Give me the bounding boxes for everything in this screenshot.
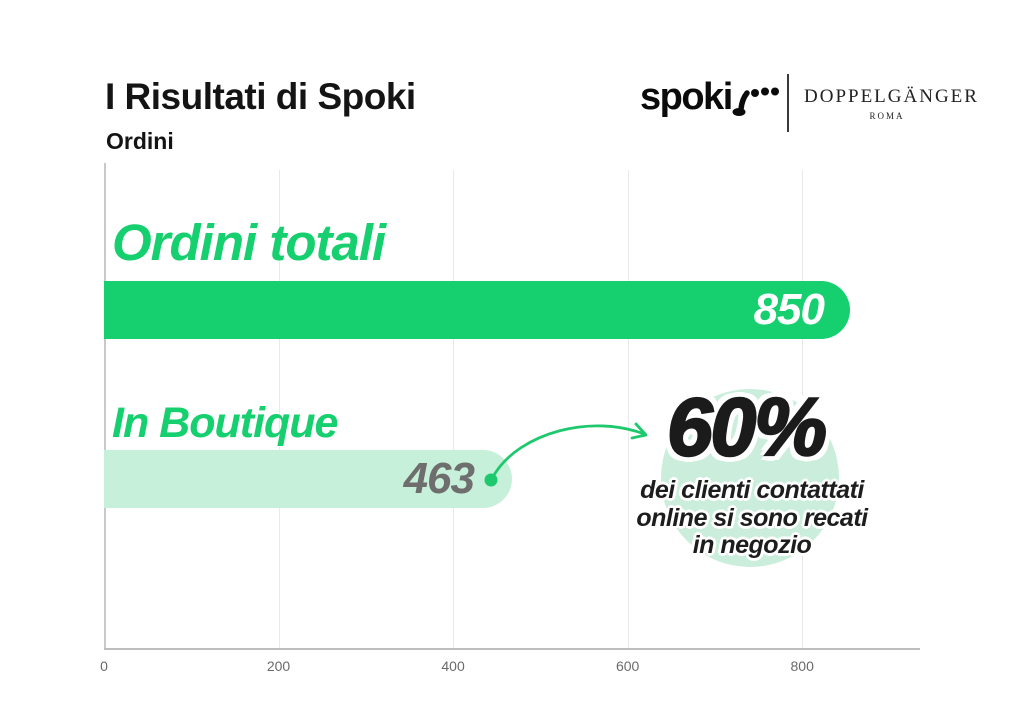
logo-divider: [787, 74, 789, 132]
annotation-percentage: 60%: [666, 382, 829, 473]
annotation-circle: [661, 389, 839, 567]
tap-gesture-icon: [732, 87, 779, 116]
annotation-line-2: online si sono recati: [636, 503, 868, 532]
bar-label-in-boutique: In Boutique: [112, 399, 338, 447]
y-axis-line: [104, 163, 106, 648]
bar-value-in-boutique: 463: [403, 454, 475, 503]
x-tick-label: 400: [441, 658, 465, 674]
gridline: [278, 170, 280, 648]
bar-in-boutique: 463: [104, 450, 512, 508]
page-title: I Risultati di Spoki: [105, 76, 416, 117]
x-tick-label: 800: [790, 658, 814, 674]
annotation-line-3: in negozio: [692, 531, 812, 559]
spoki-logo: spoki: [640, 76, 733, 118]
bar-ordini-totali: 850: [104, 281, 850, 339]
page-subtitle: Ordini: [106, 128, 174, 154]
annotation-text: dei clienti contattati online si sono re…: [602, 476, 902, 560]
gridline: [627, 170, 629, 648]
doppelganger-city: ROMA: [869, 111, 905, 121]
x-axis-line: [104, 648, 920, 650]
x-tick-label: 0: [100, 658, 108, 674]
doppelganger-logo: DOPPELGÄNGER ROMA: [804, 86, 979, 121]
doppelganger-name: DOPPELGÄNGER: [804, 86, 979, 107]
bar-value-ordini-totali: 850: [753, 285, 825, 334]
logo-bar: spoki DOPPELGÄNGER ROMA: [636, 70, 979, 136]
bar-label-ordini-totali: Ordini totali: [112, 214, 386, 271]
x-tick-label: 200: [266, 658, 291, 674]
x-tick-label: 600: [615, 658, 640, 674]
annotation-line-1: dei clienti contattati: [640, 476, 864, 504]
gridline: [453, 170, 455, 648]
